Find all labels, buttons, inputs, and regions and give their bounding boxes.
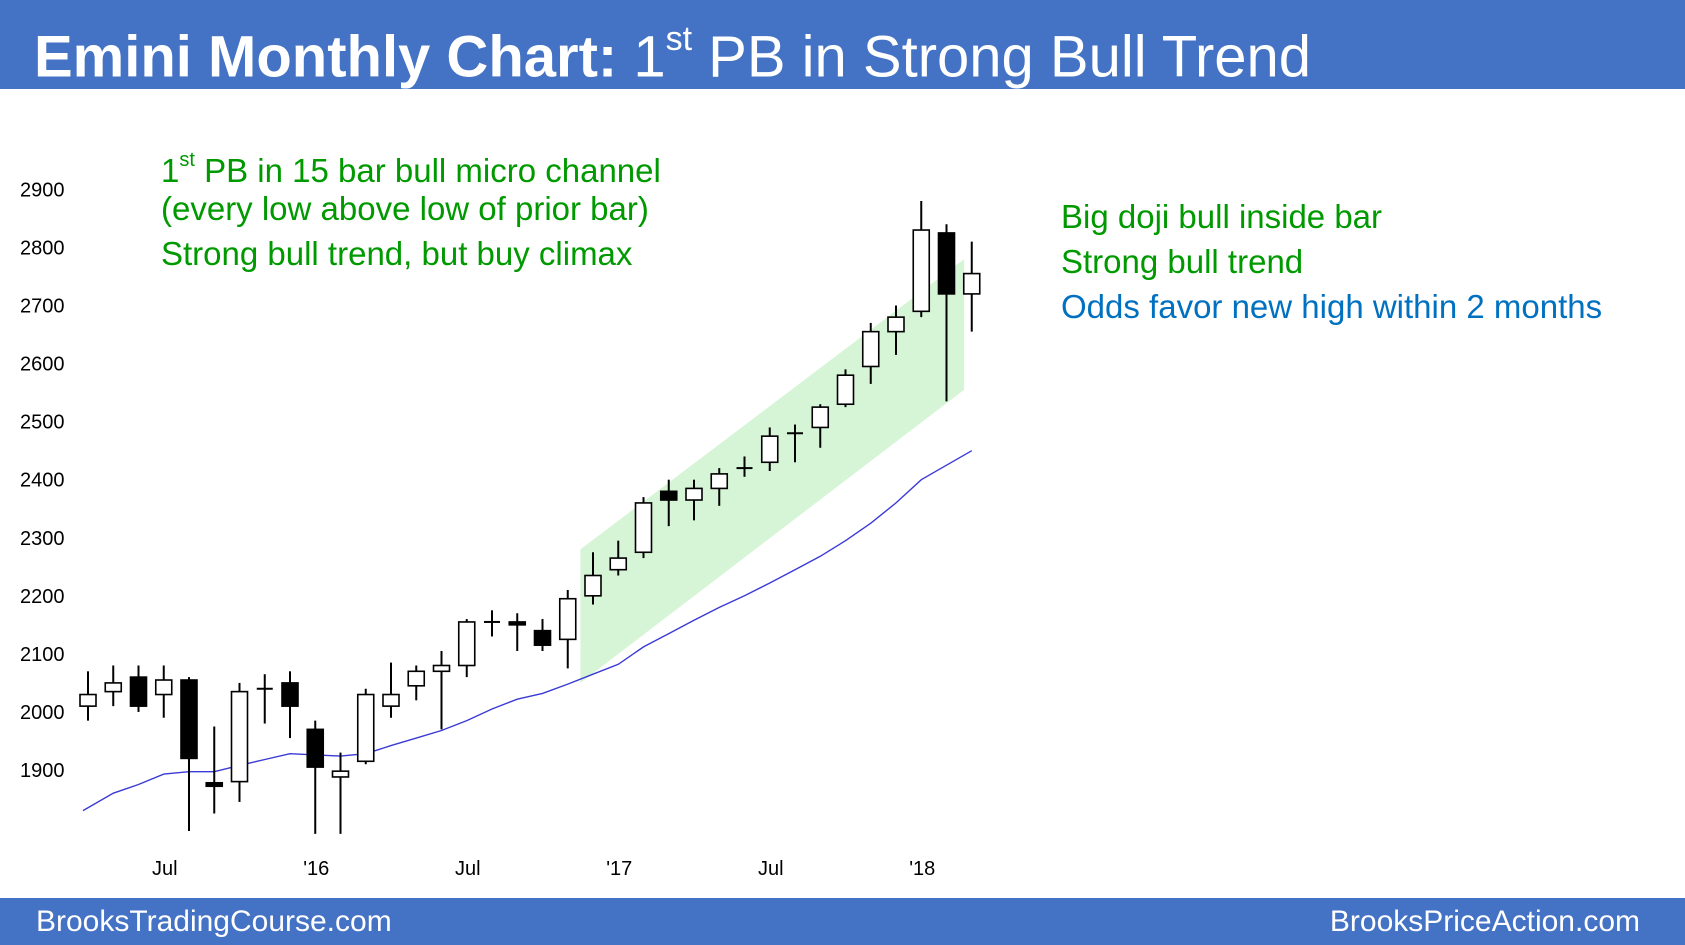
moving-average-line <box>82 450 973 812</box>
candle-bull-body <box>962 272 981 295</box>
footer-right-link[interactable]: BrooksPriceAction.com <box>1329 905 1640 938</box>
title-ordinal-suffix: st <box>665 20 693 58</box>
candle-bear-body <box>129 676 148 707</box>
candle-bull-body <box>609 557 628 571</box>
candle-bull-body <box>685 487 703 501</box>
x-tick-label: Jul <box>152 858 178 880</box>
x-tick-label: Jul <box>758 858 784 880</box>
y-tick-label: 1900 <box>20 760 65 782</box>
candle-bull-body <box>584 574 602 597</box>
x-tick-label: '17 <box>606 858 632 880</box>
x-tick-label: '16 <box>303 858 329 880</box>
page-title: Emini Monthly Chart: 1st PB in Strong Bu… <box>34 6 1311 96</box>
y-tick-label: 2900 <box>20 179 65 201</box>
footer-left-link[interactable]: BrooksTradingCourse.com <box>36 905 392 938</box>
candle-bear-body <box>533 629 552 646</box>
y-tick-label: 2500 <box>20 412 65 434</box>
y-tick-label: 2200 <box>20 586 65 608</box>
annotation-left-ordinal: 1 <box>161 152 180 189</box>
candle-bear-body <box>937 232 956 295</box>
candlestick-chart: 1900 2000 2100 2200 2300 2400 2500 2600 2700 2800… <box>20 179 981 880</box>
candle-bull-body <box>634 502 653 554</box>
candle-bull-body <box>104 682 123 693</box>
y-tick-label: 2600 <box>20 354 65 376</box>
annotation-right-line3: Odds favor new high within 2 months <box>1061 288 1603 325</box>
header-bar: Emini Monthly Chart: 1st PB in Strong Bu… <box>0 0 1685 89</box>
y-tick-label: 2000 <box>20 702 65 724</box>
candle-bull-body <box>154 679 173 696</box>
title-bold: Emini Monthly Chart: <box>34 24 618 90</box>
y-tick-label: 2100 <box>20 644 65 666</box>
candle-bull-body <box>760 435 779 464</box>
annotation-left-line2: (every low above low of prior bar) <box>161 190 649 227</box>
candle-bull-body <box>710 473 729 490</box>
annotation-left-line1-text: PB in 15 bar bull micro channel <box>204 152 661 189</box>
candle-bull-body <box>558 597 577 641</box>
y-tick-label: 2700 <box>20 296 65 318</box>
candle-bull-body <box>861 330 880 368</box>
x-tick-label: '18 <box>909 858 935 880</box>
annotation-right-line2: Strong bull trend <box>1061 243 1304 280</box>
candle-bear-body <box>306 728 325 768</box>
candle-bear-body <box>659 490 678 501</box>
annotation-left-line1: 1st PB in 15 bar bull micro channel <box>161 142 661 193</box>
candle-bull-body <box>79 693 97 707</box>
y-tick-label: 2400 <box>20 470 65 492</box>
y-tick-label: 2300 <box>20 528 65 550</box>
candle-bull-body <box>432 664 451 673</box>
candle-bull-body <box>356 693 375 763</box>
candle-bull-body <box>912 229 931 313</box>
y-tick-label: 2800 <box>20 237 65 259</box>
candle-bull-body <box>230 690 249 783</box>
candle-bear-body <box>508 621 527 626</box>
annotation-left-line3: Strong bull trend, but buy climax <box>161 235 633 272</box>
bull-channel-shading <box>580 259 965 683</box>
candle-bull-body <box>382 693 400 707</box>
x-tick-label: Jul <box>455 858 481 880</box>
annotation-left-ordinal-suffix: st <box>179 149 195 171</box>
title-rest: PB in Strong Bull Trend <box>708 24 1312 90</box>
candle-bull-body <box>407 670 426 687</box>
candle-bear-body <box>281 682 299 707</box>
candle-bear-body <box>180 679 198 760</box>
candle-bear-body <box>205 781 224 788</box>
annotation-right-line1: Big doji bull inside bar <box>1061 198 1383 235</box>
candle-bull-body <box>457 621 476 667</box>
candle-bull-body <box>331 770 350 778</box>
candle-bull-body <box>811 406 830 429</box>
footer-bar: BrooksTradingCourse.com BrooksPriceActio… <box>0 898 1685 945</box>
title-ordinal: 1 <box>633 24 666 90</box>
candle-bull-body <box>836 374 855 406</box>
candle-bull-body <box>887 316 905 333</box>
